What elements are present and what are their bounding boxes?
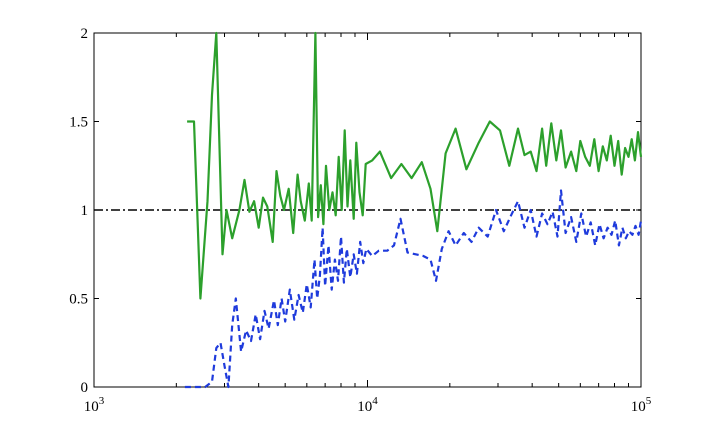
y-tick-label: 1.5 xyxy=(69,115,88,131)
series-line-1 xyxy=(187,31,643,300)
y-tick-label: 1 xyxy=(81,203,89,219)
plot-area: 0 0.5 1 1.5 2 103 104 105 xyxy=(69,26,652,415)
x-tick-label: 104 xyxy=(357,395,378,415)
x-tick-label: 105 xyxy=(631,395,652,415)
y-tick-label: 0 xyxy=(81,380,89,396)
x-tick-label: 103 xyxy=(84,395,105,415)
y-tick-label: 0.5 xyxy=(69,292,88,308)
y-tick-label: 2 xyxy=(81,26,89,42)
series-line-2 xyxy=(184,189,643,389)
